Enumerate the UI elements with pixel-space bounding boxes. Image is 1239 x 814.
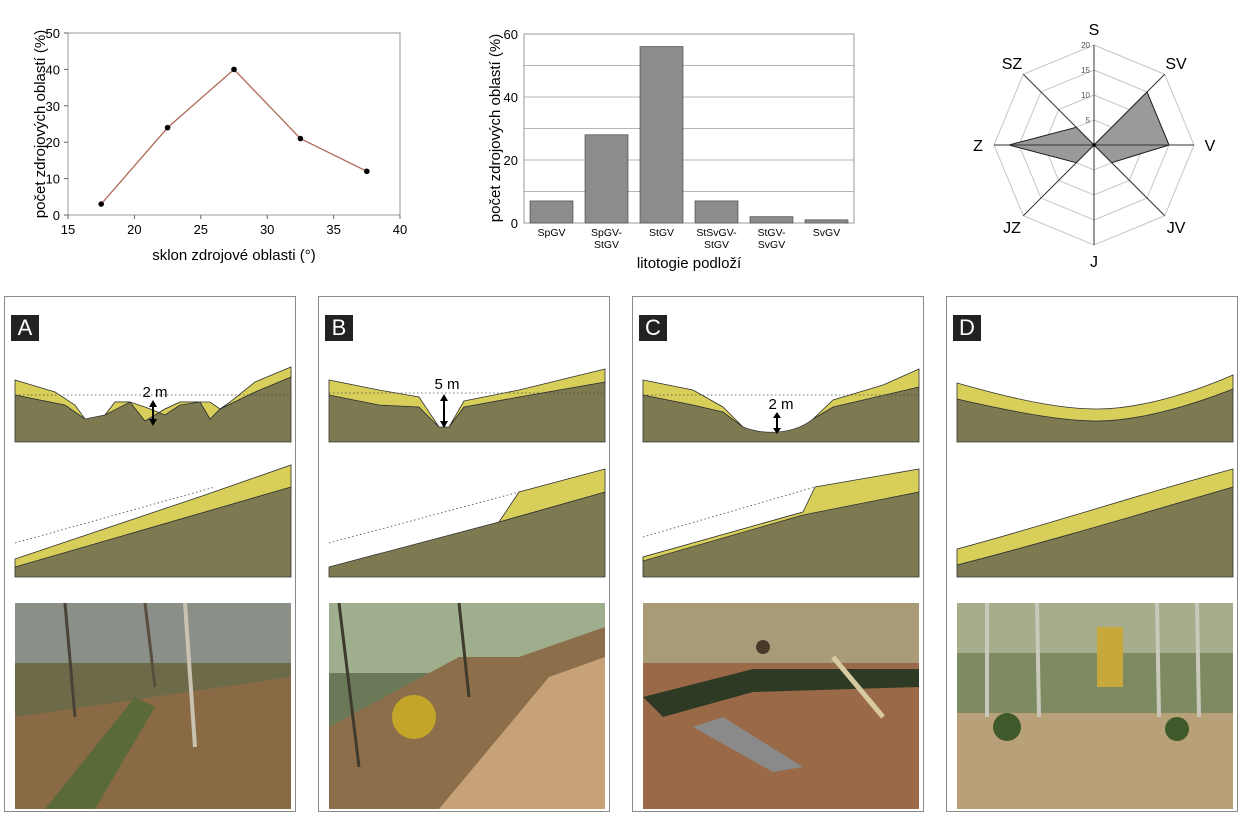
slope-plot-frame: [67, 32, 401, 216]
panel-b-slope-deposit: [498, 468, 606, 523]
panel-d: D: [946, 296, 1238, 812]
lithology-bar: [749, 216, 794, 224]
slope-y-tick-label: 40: [46, 62, 60, 77]
radar-direction-label: V: [1205, 138, 1216, 155]
slope-data-point: [297, 135, 304, 142]
panel-b-depth-label: 5 m: [434, 376, 459, 393]
lithology-category-label: SvGV: [813, 227, 840, 239]
aspect-radar-chart: 5 10 15 20 S SV V JV J JZ Z SZ: [973, 22, 1216, 271]
radar-axis: [1093, 144, 1166, 217]
panel-b: 5 m B: [318, 296, 610, 812]
radar-direction-label: Z: [973, 138, 983, 155]
lithology-y-tick-label: 0: [511, 216, 518, 231]
panel-a-slope-deposit: [14, 464, 292, 568]
panel-a: 2 m A: [4, 296, 296, 812]
lithology-bar: [639, 46, 684, 224]
slope-data-point: [231, 66, 237, 73]
slope-x-tick-label: 25: [194, 222, 208, 237]
radar-direction-label: J: [1090, 254, 1098, 271]
panel-d-deposit: [956, 374, 1234, 422]
aspect-radar-area: [1007, 91, 1170, 164]
slope-data-point: [164, 124, 171, 131]
lithology-category-label: SpGV-: [591, 227, 622, 239]
panel-a-slope-bedrock: [14, 486, 292, 578]
panel-a-depth-label: 2 m: [142, 384, 167, 401]
panel-d-letter: D: [953, 315, 981, 341]
lithology-category-label: SpGV: [537, 227, 565, 239]
slope-data-point: [98, 201, 104, 207]
panel-a-figure: 2 m: [14, 366, 292, 809]
radar-direction-label: S: [1089, 22, 1100, 39]
slope-y-tick-label: 10: [46, 172, 60, 187]
lithology-category-label: StGV: [594, 239, 619, 251]
radar-r-tick-label: 5: [1086, 116, 1091, 125]
lithology-category-label: StGV: [704, 239, 729, 251]
slope-x-tick-label: 40: [393, 222, 407, 237]
lithology-category-label: StGV-: [757, 227, 786, 239]
lithology-category-label: SvGV: [758, 239, 785, 251]
lithology-bar: [529, 200, 574, 224]
radar-axis: [1093, 73, 1166, 146]
panel-c-deposit: [642, 368, 920, 428]
panel-a-letter: A: [11, 315, 39, 341]
slope-x-axis-label: sklon zdrojové oblasti (°): [152, 247, 316, 264]
radar-r-tick-label: 10: [1081, 91, 1090, 100]
radar-r-tick-label: 20: [1081, 41, 1090, 50]
radar-direction-label: JV: [1167, 220, 1186, 237]
panel-b-slope-bedrock: [328, 491, 606, 578]
panel-c: 2 m C: [632, 296, 924, 812]
slope-y-tick-label: 30: [46, 99, 60, 114]
panel-d-slope-deposit: [956, 468, 1234, 566]
lithology-y-tick-label: 20: [504, 153, 518, 168]
panel-d-slope-bedrock: [956, 486, 1234, 578]
slope-y-axis-label: počet zdrojových oblastí (%): [32, 30, 49, 218]
slope-series-line: [100, 68, 368, 205]
panel-c-depth-label: 2 m: [768, 396, 793, 413]
panel-c-letter: C: [639, 315, 667, 341]
slope-y-tick-label: 0: [53, 208, 60, 223]
slope-data-point: [364, 168, 370, 175]
radar-direction-label: SZ: [1002, 56, 1023, 73]
slope-x-tick-label: 20: [127, 222, 141, 237]
radar-axis: [1022, 73, 1095, 146]
radar-r-tick-label: 15: [1081, 66, 1090, 75]
radar-axis: [1022, 144, 1095, 217]
lithology-category-label: StGV: [649, 227, 674, 239]
panel-c-slope-bedrock: [642, 491, 920, 578]
panel-c-slope-deposit: [642, 468, 920, 562]
panel-b-deposit: [328, 368, 606, 428]
lithology-bar: [584, 134, 629, 224]
slope-x-tick-label: 30: [260, 222, 274, 237]
lithology-bar: [694, 200, 739, 224]
slope-x-tick-label: 35: [326, 222, 340, 237]
slope-y-tick-label: 50: [46, 26, 60, 41]
panel-b-figure: 5 m: [328, 368, 606, 809]
lithology-x-axis-label: litotogie podloží: [637, 255, 742, 272]
slope-y-tick-label: 20: [46, 135, 60, 150]
panel-c-figure: 2 m: [642, 368, 920, 809]
radar-direction-label: JZ: [1003, 220, 1021, 237]
lithology-bar: [804, 219, 849, 224]
lithology-category-label: StSvGV-: [696, 227, 737, 239]
radar-direction-label: SV: [1165, 56, 1187, 73]
panel-d-figure: [956, 374, 1234, 809]
lithology-plot-frame: [523, 33, 855, 224]
lithology-y-axis-label: počet zdrojových oblastí (%): [487, 34, 504, 222]
slope-chart: 0 10 20 30 40 50 15 20 25 30 35 40 sklon zdrojové …: [32, 26, 407, 264]
lithology-y-tick-label: 40: [504, 90, 518, 105]
lithology-y-tick-label: 60: [504, 27, 518, 42]
panel-b-letter: B: [325, 315, 353, 341]
slope-x-tick-label: 15: [61, 222, 75, 237]
